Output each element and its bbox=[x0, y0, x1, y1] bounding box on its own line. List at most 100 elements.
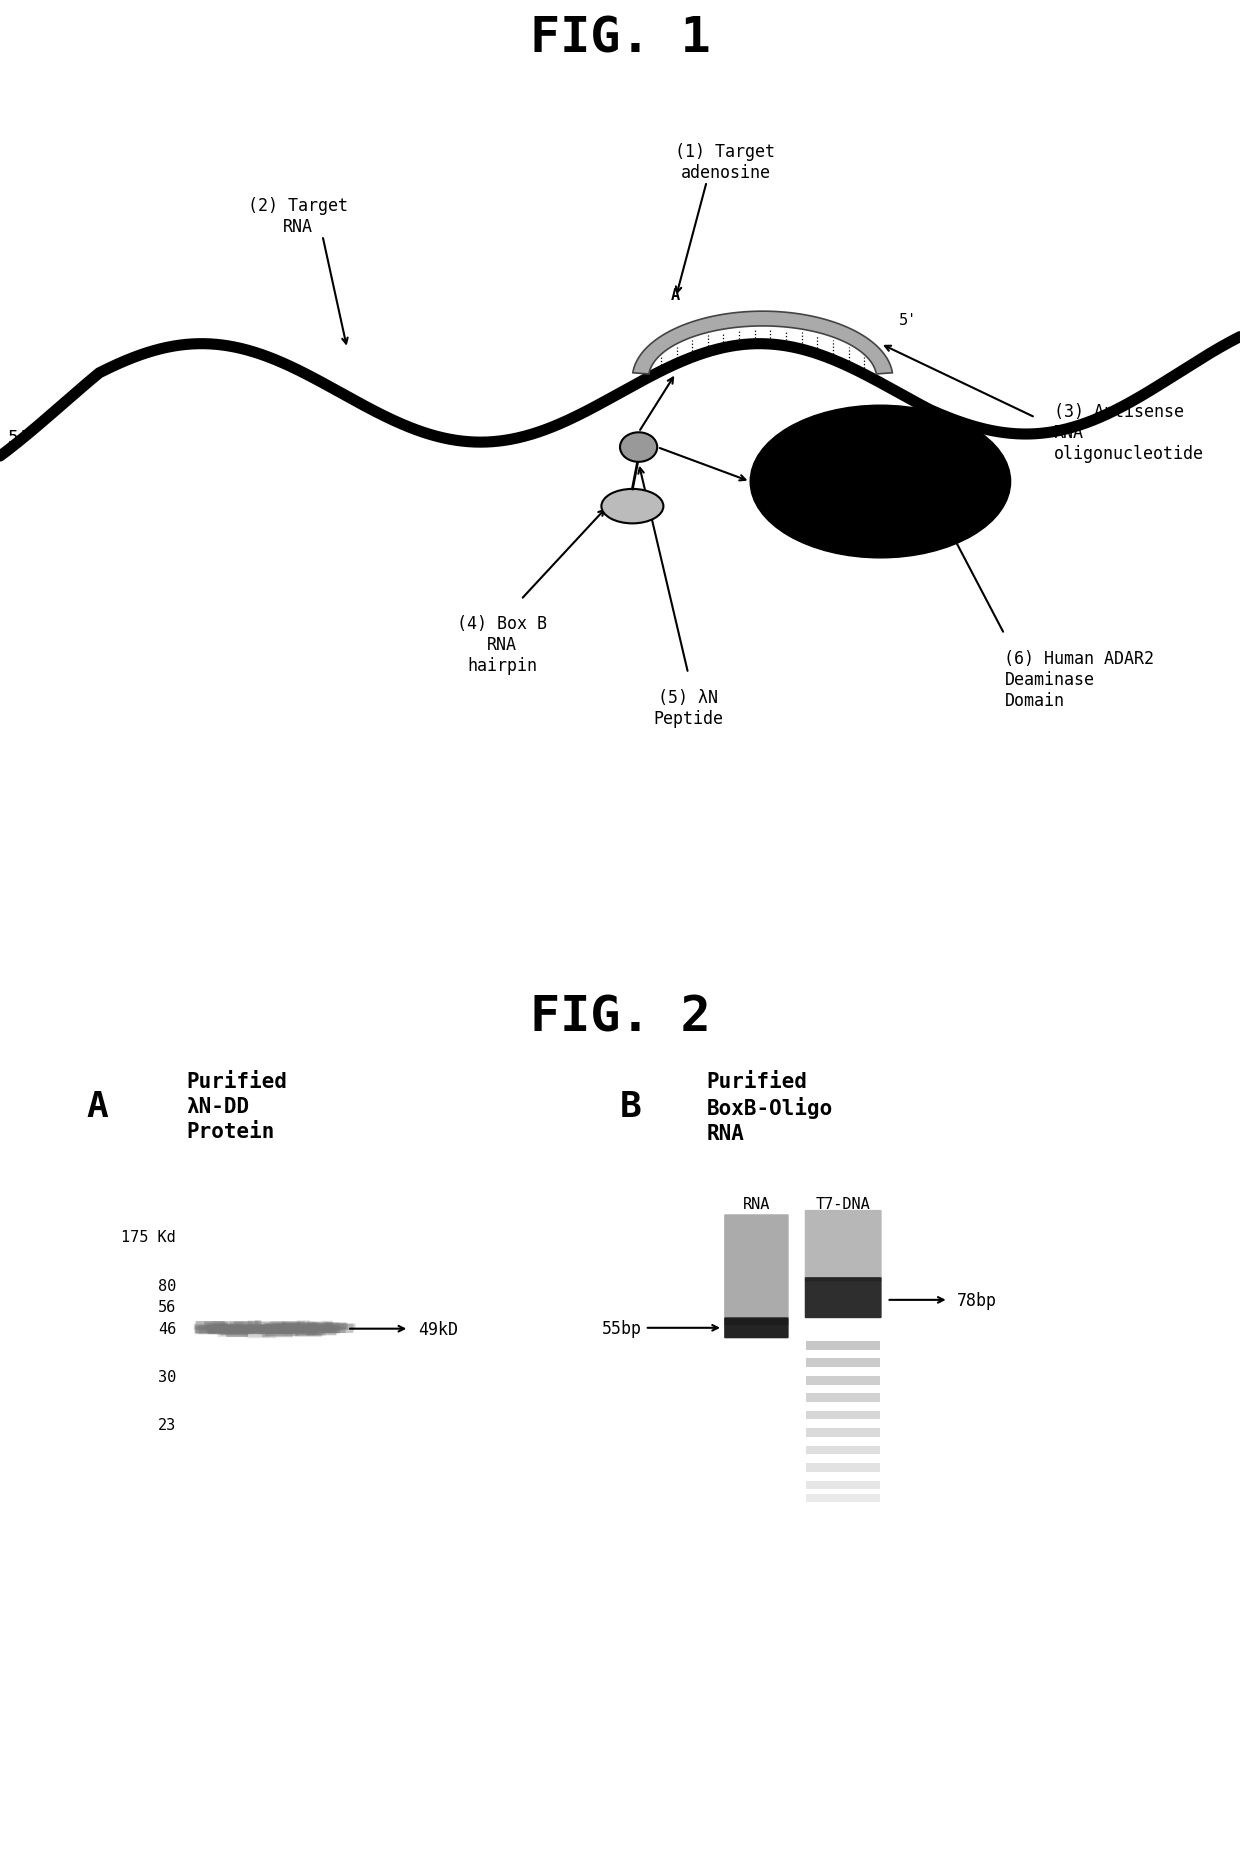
FancyBboxPatch shape bbox=[232, 1326, 249, 1331]
FancyBboxPatch shape bbox=[253, 1328, 281, 1333]
FancyBboxPatch shape bbox=[195, 1326, 221, 1335]
Text: 78bp: 78bp bbox=[957, 1291, 997, 1309]
FancyBboxPatch shape bbox=[326, 1322, 340, 1331]
FancyBboxPatch shape bbox=[306, 1328, 315, 1337]
FancyBboxPatch shape bbox=[285, 1326, 305, 1333]
FancyBboxPatch shape bbox=[281, 1322, 289, 1331]
FancyBboxPatch shape bbox=[290, 1326, 317, 1333]
FancyBboxPatch shape bbox=[269, 1326, 296, 1331]
FancyBboxPatch shape bbox=[272, 1322, 305, 1328]
FancyBboxPatch shape bbox=[218, 1324, 238, 1330]
FancyBboxPatch shape bbox=[265, 1328, 298, 1335]
FancyBboxPatch shape bbox=[205, 1322, 228, 1330]
Text: 80: 80 bbox=[157, 1278, 176, 1292]
FancyBboxPatch shape bbox=[264, 1324, 286, 1331]
FancyBboxPatch shape bbox=[317, 1324, 334, 1331]
Text: (1) Target
adenosine: (1) Target adenosine bbox=[676, 143, 775, 182]
FancyBboxPatch shape bbox=[223, 1324, 233, 1331]
FancyBboxPatch shape bbox=[248, 1326, 277, 1335]
FancyBboxPatch shape bbox=[321, 1328, 346, 1333]
FancyBboxPatch shape bbox=[212, 1322, 244, 1330]
Bar bbox=[806, 1493, 880, 1502]
FancyBboxPatch shape bbox=[262, 1322, 285, 1328]
Bar bbox=[806, 1447, 880, 1454]
Text: 5': 5' bbox=[899, 312, 918, 327]
Text: Purified
BoxB-Oligo
RNA: Purified BoxB-Oligo RNA bbox=[707, 1071, 833, 1144]
Text: A: A bbox=[87, 1088, 109, 1123]
FancyBboxPatch shape bbox=[215, 1322, 226, 1331]
FancyBboxPatch shape bbox=[229, 1326, 239, 1333]
FancyBboxPatch shape bbox=[228, 1328, 262, 1333]
Text: 5': 5' bbox=[7, 429, 30, 448]
FancyBboxPatch shape bbox=[284, 1326, 315, 1335]
FancyBboxPatch shape bbox=[269, 1322, 305, 1328]
Bar bbox=[806, 1341, 880, 1350]
FancyBboxPatch shape bbox=[258, 1326, 269, 1331]
FancyBboxPatch shape bbox=[295, 1326, 316, 1335]
FancyBboxPatch shape bbox=[306, 1324, 326, 1333]
FancyBboxPatch shape bbox=[325, 1322, 346, 1330]
FancyBboxPatch shape bbox=[278, 1324, 290, 1331]
Text: 55bp: 55bp bbox=[603, 1318, 642, 1337]
FancyBboxPatch shape bbox=[305, 1324, 321, 1331]
FancyBboxPatch shape bbox=[196, 1322, 224, 1330]
FancyBboxPatch shape bbox=[321, 1326, 331, 1333]
FancyBboxPatch shape bbox=[288, 1328, 315, 1333]
FancyBboxPatch shape bbox=[298, 1322, 317, 1330]
FancyBboxPatch shape bbox=[208, 1326, 217, 1333]
FancyBboxPatch shape bbox=[211, 1326, 243, 1333]
FancyBboxPatch shape bbox=[321, 1326, 340, 1333]
Text: 23: 23 bbox=[157, 1417, 176, 1432]
Text: 46: 46 bbox=[157, 1322, 176, 1337]
FancyBboxPatch shape bbox=[310, 1328, 317, 1333]
Text: A: A bbox=[671, 288, 681, 303]
FancyBboxPatch shape bbox=[217, 1328, 248, 1337]
FancyBboxPatch shape bbox=[255, 1320, 262, 1330]
Text: 30: 30 bbox=[157, 1369, 176, 1385]
FancyBboxPatch shape bbox=[267, 1324, 295, 1331]
Bar bbox=[806, 1480, 880, 1489]
FancyBboxPatch shape bbox=[724, 1214, 789, 1326]
FancyBboxPatch shape bbox=[281, 1322, 300, 1330]
FancyBboxPatch shape bbox=[198, 1326, 216, 1333]
FancyBboxPatch shape bbox=[285, 1322, 300, 1330]
FancyBboxPatch shape bbox=[263, 1324, 291, 1331]
FancyBboxPatch shape bbox=[322, 1324, 356, 1330]
FancyBboxPatch shape bbox=[234, 1322, 262, 1330]
FancyBboxPatch shape bbox=[285, 1328, 301, 1333]
FancyBboxPatch shape bbox=[278, 1328, 286, 1333]
FancyBboxPatch shape bbox=[243, 1331, 270, 1337]
FancyBboxPatch shape bbox=[312, 1322, 329, 1328]
FancyBboxPatch shape bbox=[298, 1326, 324, 1335]
FancyBboxPatch shape bbox=[229, 1322, 262, 1330]
Text: 175 Kd: 175 Kd bbox=[122, 1229, 176, 1244]
FancyBboxPatch shape bbox=[208, 1326, 217, 1335]
FancyBboxPatch shape bbox=[234, 1324, 254, 1331]
Text: 56: 56 bbox=[157, 1300, 176, 1315]
Ellipse shape bbox=[601, 490, 663, 524]
Text: (2) Target
RNA: (2) Target RNA bbox=[248, 197, 347, 236]
FancyBboxPatch shape bbox=[226, 1328, 248, 1337]
FancyBboxPatch shape bbox=[284, 1326, 316, 1333]
Text: (5) λN
Peptide: (5) λN Peptide bbox=[653, 689, 723, 728]
Polygon shape bbox=[632, 312, 893, 375]
FancyBboxPatch shape bbox=[248, 1320, 259, 1328]
FancyBboxPatch shape bbox=[724, 1318, 789, 1339]
Bar bbox=[806, 1393, 880, 1402]
FancyBboxPatch shape bbox=[193, 1324, 211, 1330]
FancyBboxPatch shape bbox=[278, 1324, 288, 1331]
FancyBboxPatch shape bbox=[198, 1326, 233, 1335]
FancyBboxPatch shape bbox=[239, 1326, 254, 1333]
FancyBboxPatch shape bbox=[211, 1324, 227, 1333]
FancyBboxPatch shape bbox=[229, 1322, 252, 1331]
FancyBboxPatch shape bbox=[289, 1322, 315, 1331]
FancyBboxPatch shape bbox=[211, 1324, 244, 1331]
FancyBboxPatch shape bbox=[238, 1324, 262, 1331]
Text: (3) Antisense
RNA
oligonucleotide: (3) Antisense RNA oligonucleotide bbox=[1054, 403, 1204, 462]
FancyBboxPatch shape bbox=[274, 1324, 299, 1331]
Text: Purified
λN-DD
Protein: Purified λN-DD Protein bbox=[186, 1071, 286, 1140]
FancyBboxPatch shape bbox=[306, 1328, 320, 1335]
Circle shape bbox=[620, 433, 657, 462]
FancyBboxPatch shape bbox=[295, 1322, 305, 1331]
FancyBboxPatch shape bbox=[200, 1326, 223, 1333]
